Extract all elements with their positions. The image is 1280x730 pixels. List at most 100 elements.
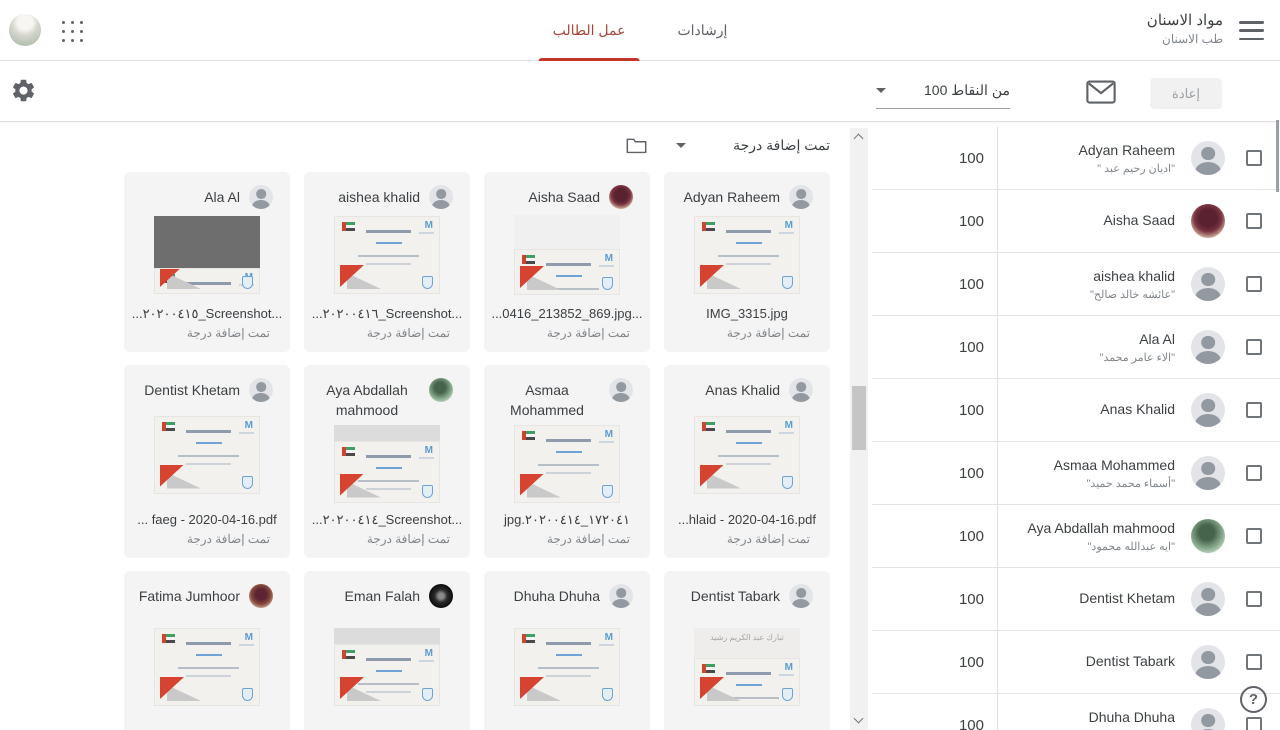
points-dropdown[interactable]: 100 من النقاط xyxy=(876,82,1010,109)
student-row[interactable]: Anas Khalid 100 xyxy=(872,379,1280,442)
grade-cell[interactable]: 100 xyxy=(872,316,998,378)
submission-card[interactable]: aishea khalid xyxy=(304,172,470,352)
student-grade[interactable]: 100 xyxy=(958,401,984,419)
page-scrollbar-thumb[interactable] xyxy=(1276,120,1279,192)
apps-grid-icon[interactable] xyxy=(61,20,84,43)
scroll-down-arrow[interactable] xyxy=(853,713,864,724)
student-grade[interactable]: 100 xyxy=(958,653,984,671)
scroll-up-arrow[interactable] xyxy=(853,133,864,144)
student-name[interactable]: Ala Al xyxy=(1139,330,1175,347)
student-name[interactable]: aishea khalid xyxy=(1093,267,1175,284)
student-checkbox[interactable] xyxy=(1246,213,1262,229)
grade-cell[interactable]: 100 xyxy=(872,505,998,567)
help-icon[interactable] xyxy=(1240,686,1267,713)
attachment-thumbnail[interactable] xyxy=(484,213,650,297)
student-name[interactable]: Asmaa Mohammed xyxy=(1053,456,1175,473)
attachment-thumbnail[interactable] xyxy=(304,612,470,722)
submission-card[interactable]: Eman Falah ... xyxy=(304,571,470,730)
student-row[interactable]: Asmaa Mohammed "أسماء محمد حميد" 100 xyxy=(872,442,1280,505)
submission-card[interactable]: Adyan Raheem I xyxy=(664,172,830,352)
attachment-thumbnail[interactable] xyxy=(484,424,650,503)
grade-cell[interactable]: 100 xyxy=(872,694,998,730)
submission-card[interactable]: Dentist Tabark تبارك عبد الكريم رشيد xyxy=(664,571,830,730)
attachment-thumbnail[interactable] xyxy=(664,406,830,503)
student-grade[interactable]: 100 xyxy=(958,590,984,608)
submission-card[interactable]: Asmaa Mohammed xyxy=(484,365,650,558)
grade-cell[interactable]: 100 xyxy=(872,442,998,504)
submission-card[interactable]: Fatima Jumhoor xyxy=(124,571,290,730)
student-checkbox[interactable] xyxy=(1246,465,1262,481)
menu-icon[interactable] xyxy=(1239,21,1264,40)
attachment-thumbnail[interactable]: تبارك عبد الكريم رشيد xyxy=(664,612,830,722)
student-name[interactable]: Dhuha Dhuha xyxy=(1088,708,1175,725)
student-roster: Adyan Raheem "اديان رحيم عبد " 100 Aisha… xyxy=(872,122,1280,730)
student-name[interactable]: Aisha Saad xyxy=(1103,211,1175,228)
submission-card[interactable]: Ala Al ...٢٠٢٠ xyxy=(124,172,290,352)
student-name[interactable]: Anas Khalid xyxy=(1100,400,1175,417)
attachment-thumbnail[interactable] xyxy=(304,424,470,503)
grade-status-label: تمت إضافة درجة xyxy=(366,326,450,340)
student-name[interactable]: Dentist Tabark xyxy=(1085,652,1175,669)
student-row[interactable]: Adyan Raheem "اديان رحيم عبد " 100 xyxy=(872,127,1280,190)
student-grade[interactable]: 100 xyxy=(958,212,984,230)
student-row[interactable]: Dentist Khetam 100 xyxy=(872,568,1280,631)
student-checkbox[interactable] xyxy=(1246,402,1262,418)
attachment-thumbnail[interactable] xyxy=(664,213,830,297)
student-row[interactable]: Ala Al "الاء عامر محمد" 100 xyxy=(872,316,1280,379)
chevron-down-icon xyxy=(876,88,886,93)
grade-cell[interactable]: 100 xyxy=(872,253,998,315)
account-avatar[interactable] xyxy=(9,14,41,46)
grade-cell[interactable]: 100 xyxy=(872,568,998,630)
student-checkbox[interactable] xyxy=(1246,150,1262,166)
tab-instructions[interactable]: إرشادات xyxy=(677,22,728,38)
student-row[interactable]: Aisha Saad 100 xyxy=(872,190,1280,253)
student-name[interactable]: Adyan Raheem xyxy=(1078,141,1175,158)
grade-cell[interactable]: 100 xyxy=(872,190,998,252)
student-row[interactable]: Dentist Tabark 100 xyxy=(872,631,1280,694)
student-grade[interactable]: 100 xyxy=(958,275,984,293)
student-grade[interactable]: 100 xyxy=(958,527,984,545)
grade-cell[interactable]: 100 xyxy=(872,631,998,693)
badge-icon xyxy=(242,276,253,289)
status-filter-dropdown[interactable]: تمت إضافة درجة xyxy=(733,136,830,153)
student-grade[interactable]: 100 xyxy=(958,464,984,482)
scrollbar-thumb[interactable] xyxy=(852,386,866,450)
attachment-thumbnail[interactable] xyxy=(484,612,650,722)
submission-card[interactable]: Aya Abdallah mahmood xyxy=(304,365,470,558)
student-checkbox[interactable] xyxy=(1246,339,1262,355)
student-row[interactable]: Aya Abdallah mahmood "ايه عبدالله محمود"… xyxy=(872,505,1280,568)
student-name[interactable]: Aya Abdallah mahmood xyxy=(1027,519,1175,536)
student-checkbox[interactable] xyxy=(1246,276,1262,292)
grade-cell[interactable]: 100 xyxy=(872,379,998,441)
submission-card[interactable]: Dentist Khetam xyxy=(124,365,290,558)
email-icon[interactable] xyxy=(1086,80,1116,104)
chevron-down-icon[interactable] xyxy=(676,142,687,148)
student-checkbox[interactable] xyxy=(1246,654,1262,670)
student-checkbox[interactable] xyxy=(1246,528,1262,544)
attachment-thumbnail[interactable] xyxy=(124,213,290,297)
student-grade[interactable]: 100 xyxy=(958,149,984,167)
grade-status-label: تمت إضافة درجة xyxy=(186,532,270,546)
folder-icon[interactable] xyxy=(626,136,647,154)
student-row[interactable]: aishea khalid "عائشه خالد صالح" 100 xyxy=(872,253,1280,316)
course-title-block[interactable]: مواد الاسنان طب الاسنان xyxy=(1147,11,1223,46)
student-row[interactable]: Dhuha Dhuha "ضحى عبدالامير" 100 xyxy=(872,694,1280,730)
student-checkbox[interactable] xyxy=(1246,717,1262,730)
vertical-scrollbar[interactable] xyxy=(850,128,868,730)
submission-card[interactable]: Dhuha Dhuha jp xyxy=(484,571,650,730)
student-grade[interactable]: 100 xyxy=(958,716,984,730)
attachment-filename: IMG_3315.jpg xyxy=(706,306,788,321)
student-checkbox[interactable] xyxy=(1246,591,1262,607)
attachment-thumbnail[interactable] xyxy=(124,612,290,722)
student-grade[interactable]: 100 xyxy=(958,338,984,356)
attachment-thumbnail[interactable] xyxy=(124,406,290,503)
tab-student-work[interactable]: عمل الطالب xyxy=(527,0,652,61)
attachment-thumbnail[interactable] xyxy=(304,213,470,297)
submission-card[interactable]: Aisha Saad ... xyxy=(484,172,650,352)
return-button[interactable]: إعادة xyxy=(1150,78,1222,109)
flag-icon xyxy=(162,634,175,643)
settings-gear-icon[interactable] xyxy=(10,77,37,104)
grade-cell[interactable]: 100 xyxy=(872,127,998,189)
submission-card[interactable]: Anas Khalid .. xyxy=(664,365,830,558)
student-name[interactable]: Dentist Khetam xyxy=(1079,589,1175,606)
